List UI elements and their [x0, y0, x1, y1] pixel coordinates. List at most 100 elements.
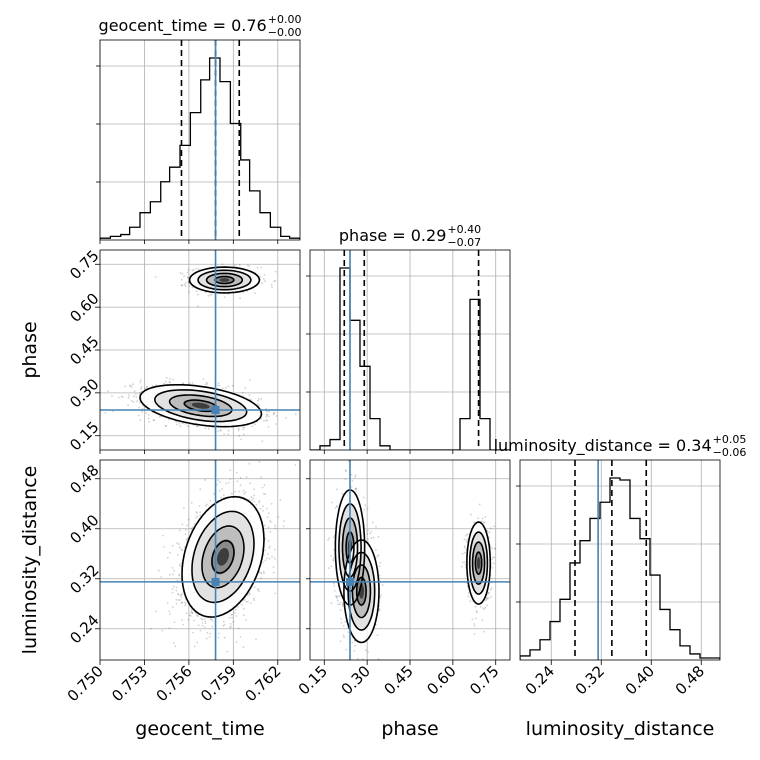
sample-point	[217, 479, 220, 482]
contour-line	[205, 272, 244, 288]
density-fill	[191, 402, 210, 409]
sample-point	[367, 538, 369, 541]
sample-point	[225, 386, 227, 389]
sample-point	[178, 543, 181, 546]
sample-point	[247, 600, 249, 603]
title-plus: +0.05	[713, 433, 747, 446]
sample-point	[239, 484, 242, 487]
sample-point	[154, 276, 157, 278]
sample-point	[223, 296, 226, 299]
sample-point	[354, 487, 357, 490]
sample-point	[220, 429, 223, 432]
histogram-luminosity_distance	[520, 477, 720, 660]
sample-point	[172, 573, 174, 576]
sample-point	[195, 511, 198, 513]
sample-point	[146, 386, 149, 389]
hist-panel-phase: phase = 0.29 +0.40−0.07	[306, 223, 511, 451]
sample-point	[229, 469, 232, 472]
sample-point	[196, 425, 199, 427]
sample-point	[261, 282, 263, 285]
truth-marker	[211, 577, 220, 586]
title-main: phase = 0.29	[339, 226, 446, 245]
sample-point	[197, 624, 200, 627]
sample-point	[152, 419, 155, 421]
sample-point	[339, 609, 342, 612]
sample-point	[334, 507, 337, 509]
sample-point	[375, 525, 377, 528]
sample-point	[184, 604, 187, 607]
sample-point	[257, 399, 260, 402]
sample-point	[353, 649, 356, 652]
sample-point	[245, 600, 248, 603]
sample-point	[203, 618, 206, 620]
sample-point	[231, 613, 234, 616]
sample-point	[378, 574, 381, 577]
contour-line	[201, 525, 245, 589]
sample-point	[218, 489, 221, 492]
sample-point	[378, 609, 381, 612]
sample-point	[223, 433, 226, 435]
sample-point	[239, 476, 242, 479]
sample-point	[130, 400, 133, 402]
sample-point	[155, 384, 157, 386]
sample-point	[247, 594, 249, 597]
sample-point	[265, 414, 268, 416]
sample-point	[207, 294, 210, 297]
sample-point	[196, 641, 199, 644]
sample-point	[178, 573, 181, 576]
sample-point	[285, 417, 287, 419]
sample-point	[168, 418, 171, 421]
sample-point	[355, 487, 358, 490]
sample-point	[162, 534, 164, 537]
contour-line	[139, 384, 263, 428]
sample-point	[183, 507, 185, 510]
sample-point	[255, 638, 257, 640]
title-geocent_time: geocent_time = 0.76 +0.00−0.00	[99, 13, 302, 39]
sample-point	[274, 527, 277, 529]
sample-point	[197, 305, 200, 308]
sample-point	[345, 648, 348, 651]
sample-point	[366, 532, 369, 535]
sample-point	[157, 569, 160, 572]
sample-point	[193, 645, 196, 648]
sample-point	[269, 545, 271, 548]
sample-point	[244, 387, 247, 390]
sample-point	[246, 264, 249, 267]
sample-point	[230, 492, 233, 495]
sample-point	[260, 577, 262, 580]
sample-point	[124, 385, 127, 388]
sample-point	[165, 376, 168, 379]
sample-point	[205, 637, 208, 640]
sample-point	[238, 263, 241, 266]
sample-point	[166, 602, 169, 604]
sample-point	[206, 632, 209, 634]
sample-point	[234, 608, 237, 611]
sample-point	[178, 529, 181, 532]
sample-point	[210, 618, 213, 621]
sample-point	[339, 601, 342, 604]
sample-point	[174, 645, 177, 648]
density-panel-phase-luminosity_distance	[309, 459, 511, 661]
sample-point	[133, 390, 136, 393]
title-minus: −0.06	[713, 446, 747, 459]
sample-point	[249, 602, 252, 604]
sample-point	[263, 572, 265, 574]
panel-content	[100, 250, 300, 450]
sample-point	[265, 419, 267, 422]
sample-point	[176, 554, 179, 556]
title-phase: phase = 0.29 +0.40−0.07	[339, 223, 481, 249]
sample-point	[226, 650, 229, 653]
sample-point	[178, 422, 181, 425]
sample-point	[121, 396, 124, 399]
sample-point	[268, 547, 271, 549]
sample-point	[340, 618, 342, 620]
sample-point	[147, 417, 150, 420]
sample-point	[180, 594, 182, 597]
sample-point	[196, 293, 199, 296]
sample-point	[218, 632, 220, 635]
sample-point	[272, 411, 275, 414]
sample-point	[180, 278, 183, 281]
sample-point	[171, 567, 174, 569]
sample-point	[180, 602, 183, 604]
sample-point	[199, 511, 202, 513]
